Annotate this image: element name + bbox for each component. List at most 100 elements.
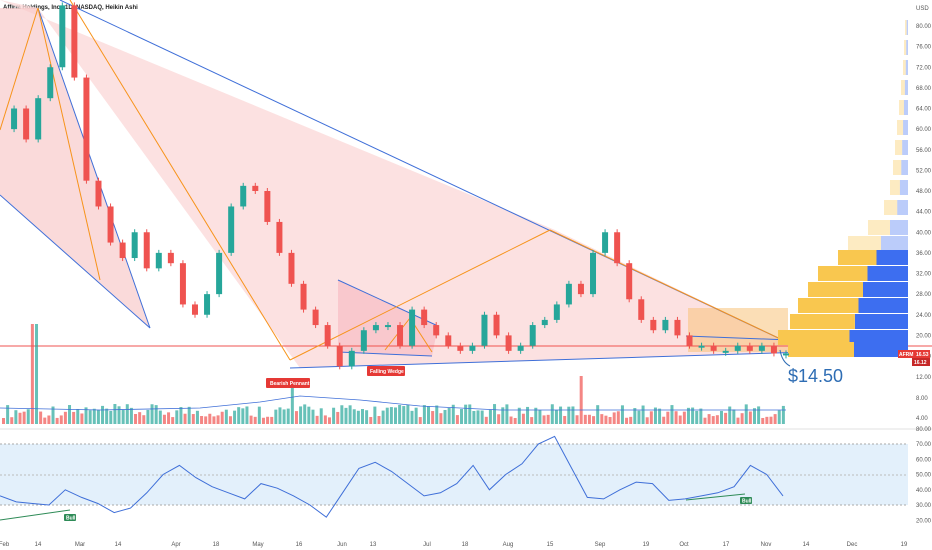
vp-bar-blue xyxy=(854,342,908,357)
volume-bar xyxy=(460,409,464,424)
candle-body xyxy=(35,98,42,140)
volume-bar xyxy=(195,410,199,424)
volume-bar xyxy=(294,411,298,424)
volume-bar xyxy=(26,409,30,424)
volume-bar xyxy=(554,410,558,424)
volume-bar xyxy=(670,405,674,424)
volume-bar xyxy=(208,413,212,424)
rsi-tick-label: 50.00 xyxy=(916,473,932,479)
volume-bar xyxy=(740,413,744,424)
candle-body xyxy=(300,283,307,310)
vp-bar-yellow xyxy=(899,100,904,115)
candle-body xyxy=(445,335,452,346)
time-tick-label: 19 xyxy=(901,542,908,548)
volume-bar xyxy=(121,409,125,424)
vp-bar-blue xyxy=(849,330,908,345)
candle-body xyxy=(493,314,500,336)
candle-body xyxy=(505,335,512,351)
volume-bar xyxy=(645,417,649,424)
chart-title: Affirm Holdings, Inc., 1D, NASDAQ, Heiki… xyxy=(3,5,138,11)
volume-bar xyxy=(30,324,34,424)
time-tick-label: 13 xyxy=(370,542,377,548)
volume-bar xyxy=(752,408,756,424)
volume-bar xyxy=(608,417,612,424)
rsi-tick-label: 20.00 xyxy=(916,518,932,524)
candle-body xyxy=(71,5,78,78)
volume-bar xyxy=(138,412,142,424)
volume-bar xyxy=(212,416,216,424)
volume-bar xyxy=(427,406,431,424)
volume-bar xyxy=(117,406,121,424)
orange-trendline xyxy=(0,7,39,131)
volume-bar xyxy=(377,416,381,424)
volume-bar xyxy=(497,414,501,424)
second-price-label: 16.12 xyxy=(914,360,927,366)
vp-bar-yellow xyxy=(895,140,903,155)
rsi-path xyxy=(0,435,784,518)
time-tick-label: Jul xyxy=(423,542,431,548)
falling-wedge-tag xyxy=(367,366,405,376)
price-tick-label: 56.00 xyxy=(916,148,932,154)
volume-bar xyxy=(509,416,513,424)
volume-bar xyxy=(682,411,686,424)
volume-bar xyxy=(604,415,608,424)
candle-body xyxy=(433,325,440,336)
price-tick-label: 80.00 xyxy=(916,24,932,30)
candle-body xyxy=(626,263,633,300)
price-tick-label: 12.00 xyxy=(916,375,932,381)
candle-body xyxy=(565,283,572,305)
volume-bar xyxy=(476,410,480,424)
target-price: $14.50 xyxy=(788,366,843,386)
volume-bar xyxy=(253,416,257,424)
volume-bar xyxy=(596,405,600,424)
candle-body xyxy=(131,232,138,259)
volume-bar xyxy=(773,414,777,424)
candle-body xyxy=(638,299,645,320)
volume-bar xyxy=(666,411,670,424)
candle-body xyxy=(155,252,162,269)
volume-bar xyxy=(113,404,117,424)
volume-bars xyxy=(0,324,786,424)
volume-bar xyxy=(59,415,63,424)
candle-body xyxy=(216,252,223,295)
volume-bar xyxy=(769,416,773,424)
volume-bar xyxy=(530,417,534,424)
time-tick-label: Mar xyxy=(75,542,85,548)
candle-body xyxy=(240,185,247,207)
volume-bar xyxy=(14,410,18,424)
volume-bar xyxy=(51,406,55,424)
rsi-tick-label: 40.00 xyxy=(916,488,932,494)
volume-bar xyxy=(662,416,666,424)
volume-bar xyxy=(592,416,596,424)
time-tick-label: Aug xyxy=(503,542,514,548)
vp-bar-blue xyxy=(902,140,908,155)
falling-wedge-label: Falling Wedge xyxy=(370,369,404,375)
volume-bar xyxy=(352,409,356,424)
orange-trendline xyxy=(69,0,291,361)
volume-bar xyxy=(282,409,286,424)
volume-bar xyxy=(695,410,699,424)
vp-bar-yellow xyxy=(884,200,898,215)
volume-bar xyxy=(228,416,232,424)
blue-trendline xyxy=(37,7,151,329)
volume-bar xyxy=(63,411,67,424)
pattern-layer xyxy=(0,0,932,369)
volume-bar xyxy=(183,413,187,424)
second-price-tag xyxy=(912,358,930,366)
volume-bar xyxy=(488,409,492,424)
volume-bar xyxy=(274,409,278,424)
volume-bar xyxy=(175,410,179,424)
volume-bar xyxy=(150,404,154,424)
volume-bar xyxy=(464,404,468,424)
candle-body xyxy=(384,325,391,328)
candle-body xyxy=(541,319,548,326)
volume-bar xyxy=(501,407,505,424)
time-tick-label: May xyxy=(252,542,263,548)
volume-bar xyxy=(381,410,385,424)
volume-bar xyxy=(344,407,348,424)
orange-trendline xyxy=(37,7,101,281)
volume-bar xyxy=(633,408,637,424)
volume-bar xyxy=(567,406,571,424)
candle-body xyxy=(336,345,343,367)
candle-body xyxy=(421,309,428,326)
